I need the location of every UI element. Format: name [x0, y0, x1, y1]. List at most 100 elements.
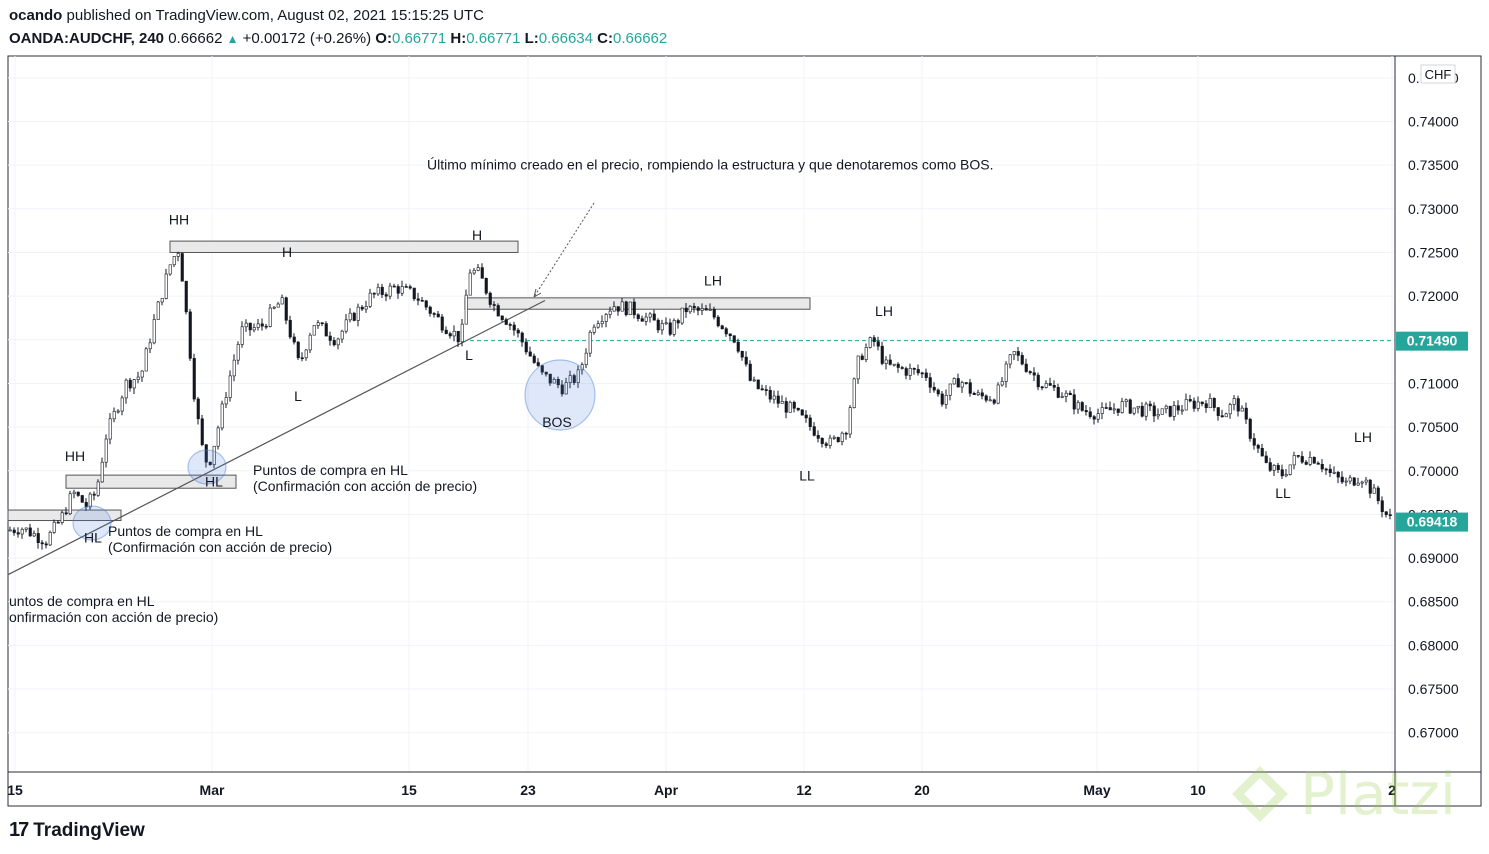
candle-body — [1228, 404, 1232, 415]
candle-body — [328, 335, 332, 341]
tv-logo-icon: 17 — [9, 819, 29, 841]
candle-body — [696, 307, 700, 311]
candle-body — [456, 330, 460, 343]
annotation-arrow[interactable] — [533, 202, 595, 298]
candle-body — [988, 399, 992, 402]
candle-body — [1224, 413, 1228, 418]
note-text: (Confirmación con acción de precio) — [253, 478, 477, 494]
candle-body — [460, 323, 464, 343]
candle-body — [472, 269, 476, 274]
candle-body — [368, 292, 372, 307]
price-tag[interactable] — [1396, 331, 1468, 351]
candle-body — [964, 382, 968, 384]
candle-body — [248, 322, 252, 331]
author-name[interactable]: ocando — [9, 7, 63, 24]
candle-body — [108, 418, 112, 440]
candle-body — [84, 502, 88, 508]
candle-body — [468, 272, 472, 296]
zone-box[interactable] — [65, 474, 237, 489]
candle-body — [1156, 414, 1160, 417]
y-tick-label: 0.67000 — [1408, 725, 1459, 741]
y-tick-label: 0.71000 — [1408, 375, 1459, 391]
candle-body — [152, 319, 156, 344]
candle-body — [1032, 372, 1036, 376]
candle-body — [1372, 487, 1376, 494]
candle-body — [268, 307, 272, 327]
candle-body — [1168, 405, 1172, 417]
candle-body — [284, 297, 288, 321]
candle-body — [1336, 471, 1340, 478]
candle-body — [844, 432, 848, 435]
candle-body — [464, 294, 468, 325]
candle-body — [352, 312, 356, 321]
swing-label: LL — [799, 467, 815, 483]
zone-box[interactable] — [169, 240, 519, 253]
highlight-circle[interactable] — [524, 359, 596, 431]
candle-body — [1208, 398, 1212, 409]
candle-body — [1268, 462, 1272, 471]
candle-body — [404, 286, 408, 288]
candle-body — [628, 301, 632, 316]
candle-body — [1080, 402, 1084, 411]
candle-body — [164, 273, 168, 299]
candle-body — [1160, 408, 1164, 415]
candle-body — [600, 321, 604, 324]
candle-body — [920, 372, 924, 375]
candle-body — [252, 327, 256, 331]
candle-body — [916, 369, 920, 374]
candle-body — [692, 305, 696, 309]
candle-body — [48, 532, 52, 546]
candle-body — [732, 335, 736, 343]
candle-body — [68, 493, 72, 515]
candle-body — [1272, 465, 1276, 471]
candle-body — [548, 373, 552, 384]
candle-body — [96, 481, 100, 496]
candle-body — [736, 341, 740, 352]
candle-body — [168, 264, 172, 275]
candle-body — [712, 309, 716, 318]
candle-body — [224, 397, 228, 405]
candle-body — [232, 359, 236, 377]
candle-body — [900, 367, 904, 369]
candle-body — [604, 314, 608, 322]
candle-body — [176, 253, 180, 257]
candle-body — [544, 371, 548, 375]
tradingview-logo[interactable]: 17 TradingView — [9, 819, 145, 842]
candle-body — [320, 322, 324, 325]
candle-body — [1236, 398, 1240, 412]
candle-body — [1304, 461, 1308, 465]
platzi-logo-icon — [1232, 766, 1288, 822]
trend-line[interactable] — [7, 299, 546, 576]
highlight-circle[interactable] — [187, 449, 227, 485]
candle-body — [264, 325, 268, 328]
candle-body — [376, 286, 380, 295]
candle-body — [188, 311, 192, 359]
y-tick-label: 0.70500 — [1408, 419, 1459, 435]
swing-label: LL — [1275, 485, 1291, 501]
candle-body — [1196, 401, 1200, 409]
candle-body — [1380, 500, 1384, 513]
price-tag[interactable] — [1396, 512, 1468, 532]
candle-body — [524, 341, 528, 353]
chart-frame — [7, 55, 1482, 807]
currency-badge[interactable] — [1420, 64, 1456, 84]
candle-body — [1056, 387, 1060, 398]
symbol-name[interactable]: OANDA:AUDCHF, 240 — [9, 30, 165, 47]
candle-body — [972, 393, 976, 395]
candle-body — [1044, 383, 1048, 388]
zone-box[interactable] — [464, 297, 811, 310]
zone-box[interactable] — [7, 509, 122, 522]
candle-body — [800, 409, 804, 416]
candle-body — [76, 491, 80, 496]
candle-body — [876, 341, 880, 347]
candle-body — [904, 368, 908, 376]
y-tick-label: 0.73000 — [1408, 201, 1459, 217]
candle-body — [1096, 413, 1100, 420]
candle-body — [144, 348, 148, 372]
candle-body — [484, 278, 488, 294]
candle-body — [448, 333, 452, 337]
candle-body — [272, 306, 276, 309]
highlight-circle[interactable] — [72, 505, 112, 541]
swing-label: BOS — [542, 414, 572, 430]
